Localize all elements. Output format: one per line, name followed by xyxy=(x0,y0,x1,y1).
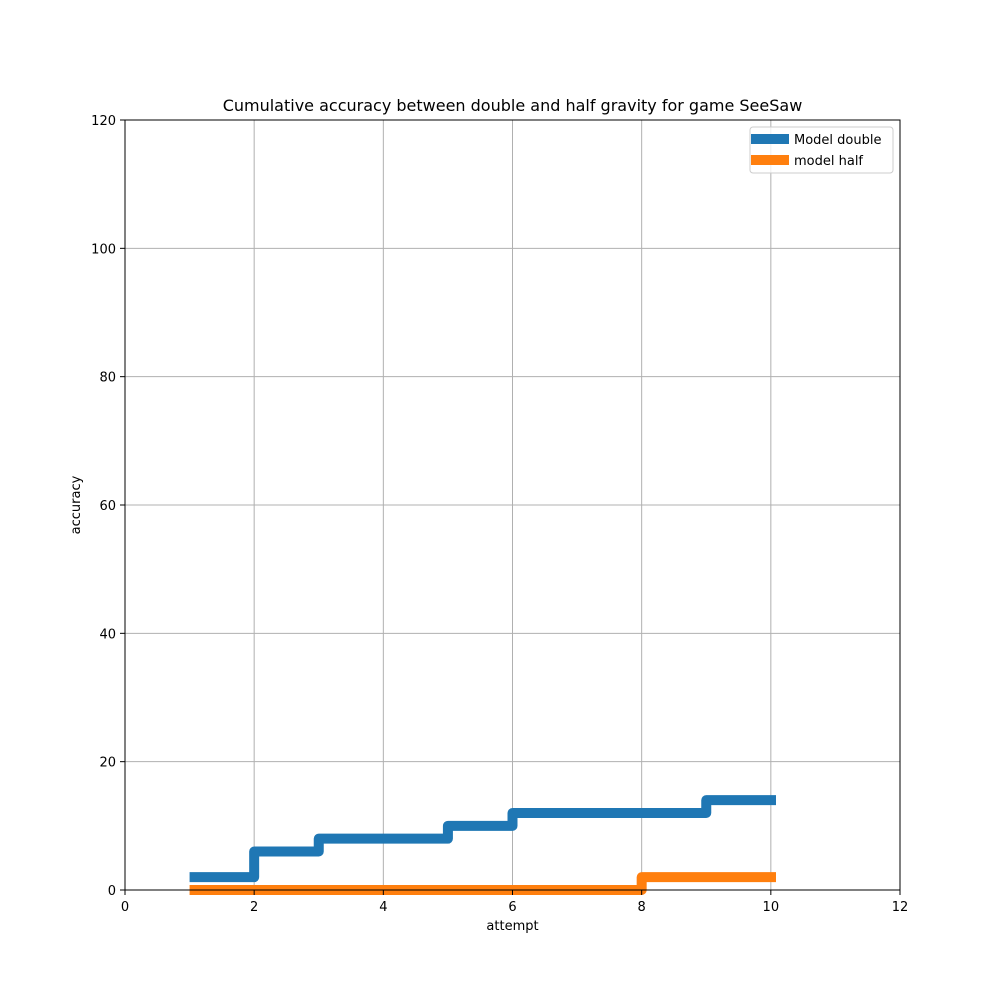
x-tick-label: 0 xyxy=(121,900,129,915)
y-tick-label: 60 xyxy=(99,499,116,514)
legend-label: model half xyxy=(794,154,863,169)
legend: Model double model half xyxy=(749,126,894,174)
series-line-1 xyxy=(189,795,776,883)
x-tick-label: 2 xyxy=(250,900,258,915)
legend-label: Model double xyxy=(794,133,881,148)
y-tick-label: 20 xyxy=(99,756,116,771)
y-tick-label: 80 xyxy=(99,371,116,386)
x-tick-label: 8 xyxy=(638,900,646,915)
y-tick-label: 0 xyxy=(108,884,116,899)
y-tick-label: 100 xyxy=(91,242,116,257)
y-axis-label: accuracy xyxy=(69,475,84,534)
x-tick-label: 12 xyxy=(892,900,909,915)
x-tick-label: 6 xyxy=(508,900,516,915)
y-tick-label: 40 xyxy=(99,627,116,642)
x-tick-label: 4 xyxy=(379,900,387,915)
y-tick-label: 120 xyxy=(91,114,116,129)
x-axis-label: attempt xyxy=(486,919,538,934)
chart-title: Cumulative accuracy between double and h… xyxy=(223,96,803,115)
x-tick-label: 10 xyxy=(763,900,780,915)
